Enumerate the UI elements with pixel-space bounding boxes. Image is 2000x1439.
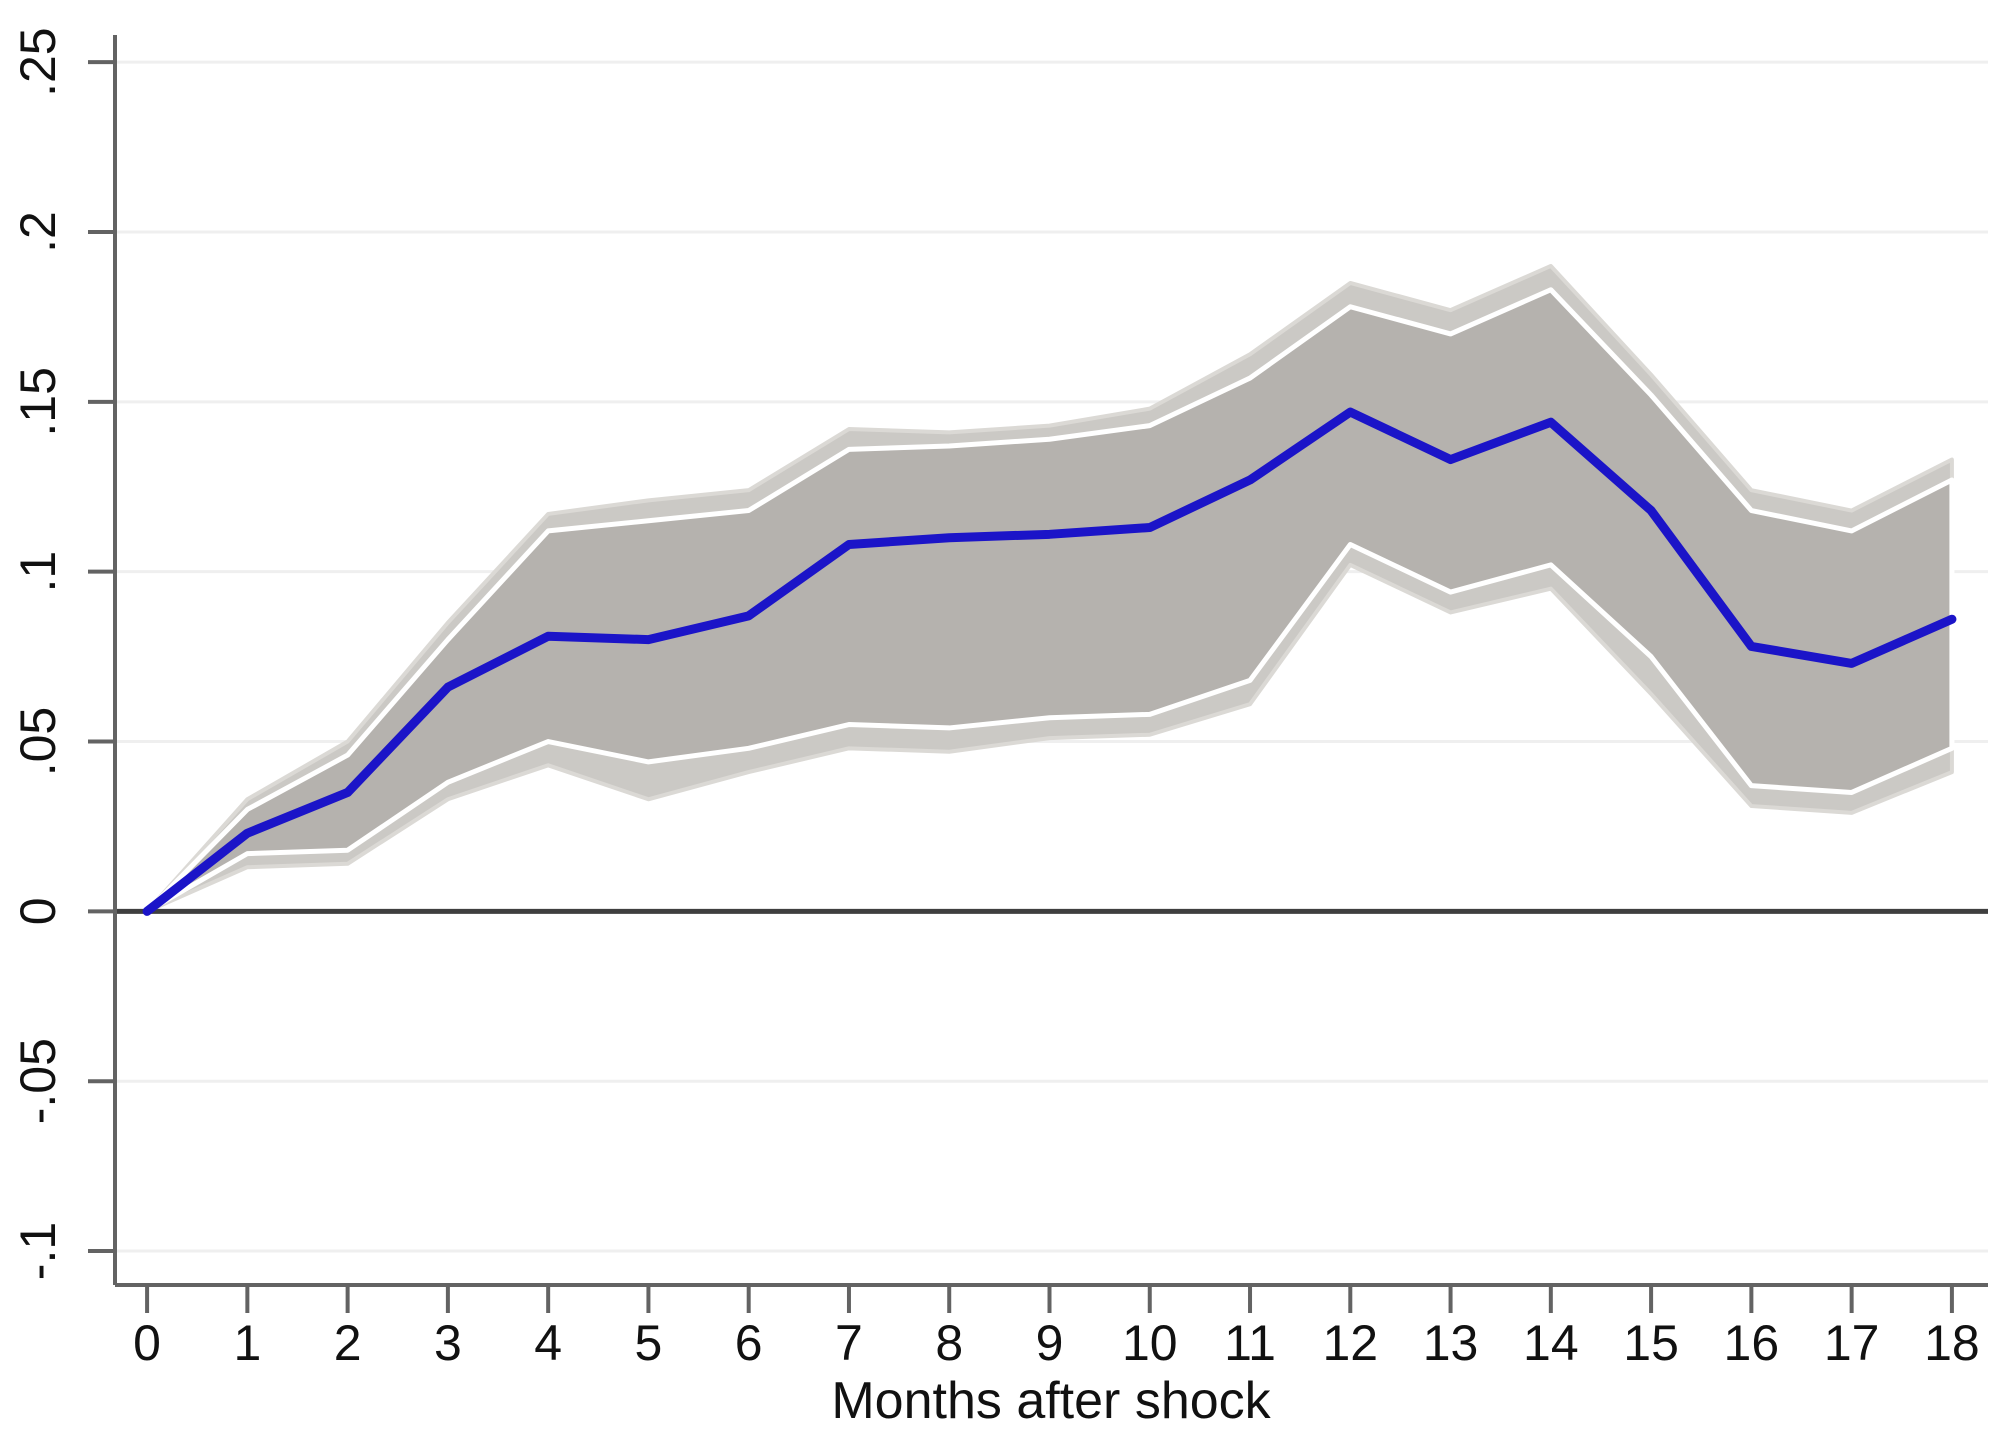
x-tick-label: 8 [935, 1315, 963, 1371]
y-tick-label: -.05 [10, 1038, 66, 1124]
x-tick-label: 15 [1623, 1315, 1679, 1371]
x-tick-label: 5 [635, 1315, 663, 1371]
x-tick-label: 9 [1036, 1315, 1064, 1371]
x-tick-label: 12 [1322, 1315, 1378, 1371]
x-tick-label: 7 [835, 1315, 863, 1371]
x-tick-label: 11 [1224, 1315, 1276, 1371]
x-tick-label: 2 [334, 1315, 362, 1371]
y-tick-label: -.1 [10, 1222, 66, 1280]
x-tick-label: 18 [1924, 1315, 1980, 1371]
x-tick-label: 4 [534, 1315, 562, 1371]
y-tick-label: .25 [10, 27, 66, 97]
x-axis-title: Months after shock [831, 1372, 1271, 1430]
y-tick-label: .15 [10, 367, 66, 437]
y-tick-label: .1 [10, 551, 66, 593]
y-tick-label: .2 [10, 211, 66, 253]
y-tick-label: .05 [10, 707, 66, 777]
x-tick-label: 17 [1824, 1315, 1880, 1371]
x-tick-label: 6 [735, 1315, 763, 1371]
x-tick-label: 1 [233, 1315, 261, 1371]
x-tick-label: 10 [1122, 1315, 1178, 1371]
x-tick-label: 16 [1724, 1315, 1780, 1371]
x-tick-label: 13 [1423, 1315, 1479, 1371]
response-line [142, 407, 1957, 916]
x-tick-label: 3 [434, 1315, 462, 1371]
x-tick-label: 14 [1523, 1315, 1579, 1371]
x-tick-label: 0 [133, 1315, 161, 1371]
y-tick-label: 0 [10, 897, 66, 925]
